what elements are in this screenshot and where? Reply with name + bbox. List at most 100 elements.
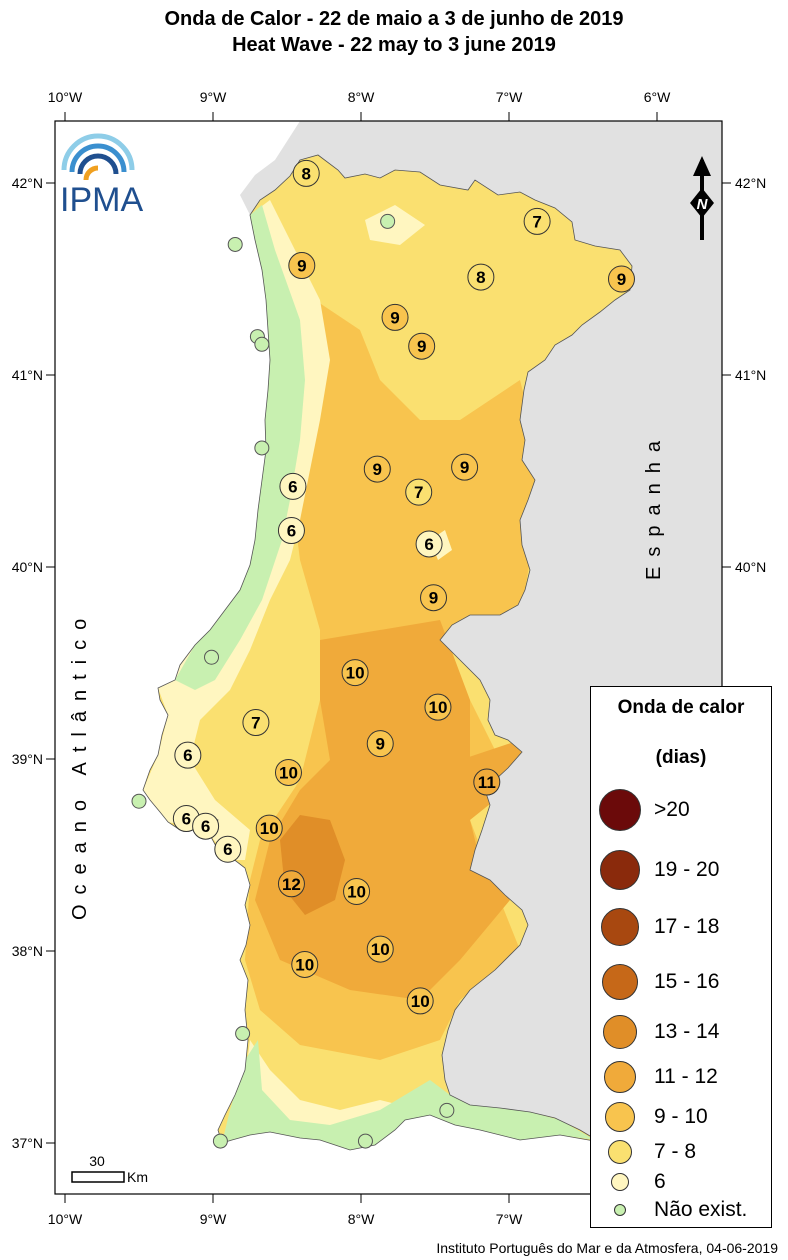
lon-label-bottom: 8°W (348, 1211, 375, 1227)
legend-item: 7 - 8 (591, 1137, 771, 1167)
station-value: 6 (182, 810, 191, 829)
legend-label: >20 (654, 798, 690, 821)
legend-item: 17 - 18 (591, 908, 771, 946)
ocean-label: Oceano Atlântico (69, 609, 91, 920)
station-circle (451, 453, 479, 481)
map-frame (54, 120, 723, 1195)
legend-item: 13 - 14 (591, 1015, 771, 1049)
station-marker: 6 (415, 530, 443, 558)
station-value: 6 (287, 522, 296, 541)
station-value: 11 (478, 773, 496, 792)
legend-swatch-icon (599, 789, 641, 831)
legend-label: 11 - 12 (654, 1065, 718, 1088)
station-marker: 9 (408, 332, 436, 360)
lat-label-left: 40°N (12, 559, 43, 575)
station-no-data-marker (204, 649, 220, 665)
station-circle (255, 814, 283, 842)
station-marker: 9 (288, 252, 316, 280)
lat-label-right: 42°N (735, 175, 766, 191)
station-circle (408, 332, 436, 360)
lon-label-top: 9°W (200, 89, 227, 105)
station-value: 9 (390, 308, 399, 327)
station-value: 10 (371, 940, 390, 959)
station-value: 9 (417, 337, 426, 356)
station-circle (291, 950, 319, 978)
legend-item: 9 - 10 (591, 1102, 771, 1132)
station-marker: 10 (274, 758, 302, 786)
graticule-ticks: 10°W 10°W 9°W 9°W 8°W 8°W 7°W 7°W 6°W 42°N 42°N 41°… (12, 89, 767, 1227)
station-value: 8 (476, 268, 485, 287)
station-no-data-marker (131, 793, 147, 809)
lon-label-bottom: 7°W (496, 1211, 523, 1227)
station-no-data-circle (204, 649, 220, 665)
station-circle (473, 768, 501, 796)
station-value: 9 (429, 589, 438, 608)
station-circle (424, 693, 452, 721)
station-marker: 7 (242, 709, 270, 737)
station-marker: 12 (277, 870, 305, 898)
station-circle (288, 252, 316, 280)
scale-unit: Km (127, 1169, 148, 1185)
station-circle (174, 741, 202, 769)
station-no-data-marker (235, 1026, 251, 1042)
legend-item: 11 - 12 (591, 1061, 771, 1093)
legend-item: >20 (591, 789, 771, 831)
station-circle (341, 659, 369, 687)
station-no-data-circle (235, 1026, 251, 1042)
station-value: 6 (288, 477, 297, 496)
legend-label: 19 - 20 (654, 858, 720, 881)
station-marker: 9 (607, 265, 635, 293)
station-no-data-marker (439, 1102, 455, 1118)
station-marker: 10 (291, 950, 319, 978)
map-title-pt: Onda de Calor - 22 de maio a 3 de junho … (164, 8, 624, 30)
legend-label: Não exist. (654, 1198, 748, 1221)
lon-label-top: 8°W (348, 89, 375, 105)
station-circle (279, 472, 307, 500)
credit-line: Instituto Português do Mar e da Atmosfer… (436, 1240, 778, 1256)
zone-class-78 (150, 160, 632, 1150)
station-value: 9 (373, 460, 382, 479)
station-value: 8 (302, 164, 311, 183)
station-marker: 9 (381, 303, 409, 331)
station-value: 7 (532, 212, 541, 231)
station-circle (406, 987, 434, 1015)
legend: Onda de calor (dias) >20 19 - 20 17 - 18 15… (590, 686, 772, 1228)
logo-arc-outer-icon (61, 133, 135, 171)
legend-swatch-icon (601, 908, 639, 946)
logo-text: IPMA (60, 181, 143, 219)
station-no-data-circle (357, 1133, 373, 1149)
station-no-data-marker (380, 213, 396, 229)
legend-swatch-icon (600, 850, 640, 890)
station-circle (467, 263, 495, 291)
station-value: 6 (201, 817, 210, 836)
north-arrow-icon: N (690, 156, 714, 240)
station-no-data-marker (254, 336, 270, 352)
station-value: 6 (424, 535, 433, 554)
legend-item: Não exist. (591, 1195, 771, 1225)
station-marker: 7 (523, 207, 551, 235)
station-no-data-marker (212, 1133, 228, 1149)
station-value: 6 (183, 746, 192, 765)
legend-swatch-icon (604, 1061, 636, 1093)
station-circle (277, 870, 305, 898)
lat-label-right: 41°N (735, 367, 766, 383)
station-value: 10 (346, 664, 365, 683)
legend-unit: (dias) (655, 747, 707, 768)
station-value: 10 (347, 882, 366, 901)
station-circle (363, 455, 391, 483)
station-no-data-marker (254, 440, 270, 456)
station-value: 10 (260, 819, 279, 838)
legend-swatch-icon (611, 1173, 629, 1191)
logo-arc-inner-icon (77, 153, 119, 175)
station-circle (292, 159, 320, 187)
station-marker: 10 (343, 877, 371, 905)
station-circle (366, 935, 394, 963)
station-no-data-circle (254, 336, 270, 352)
station-value: 10 (411, 992, 430, 1011)
station-no-data-marker (357, 1133, 373, 1149)
station-marker: 8 (467, 263, 495, 291)
station-no-data-marker (227, 236, 243, 252)
station-marker: 6 (214, 835, 242, 863)
